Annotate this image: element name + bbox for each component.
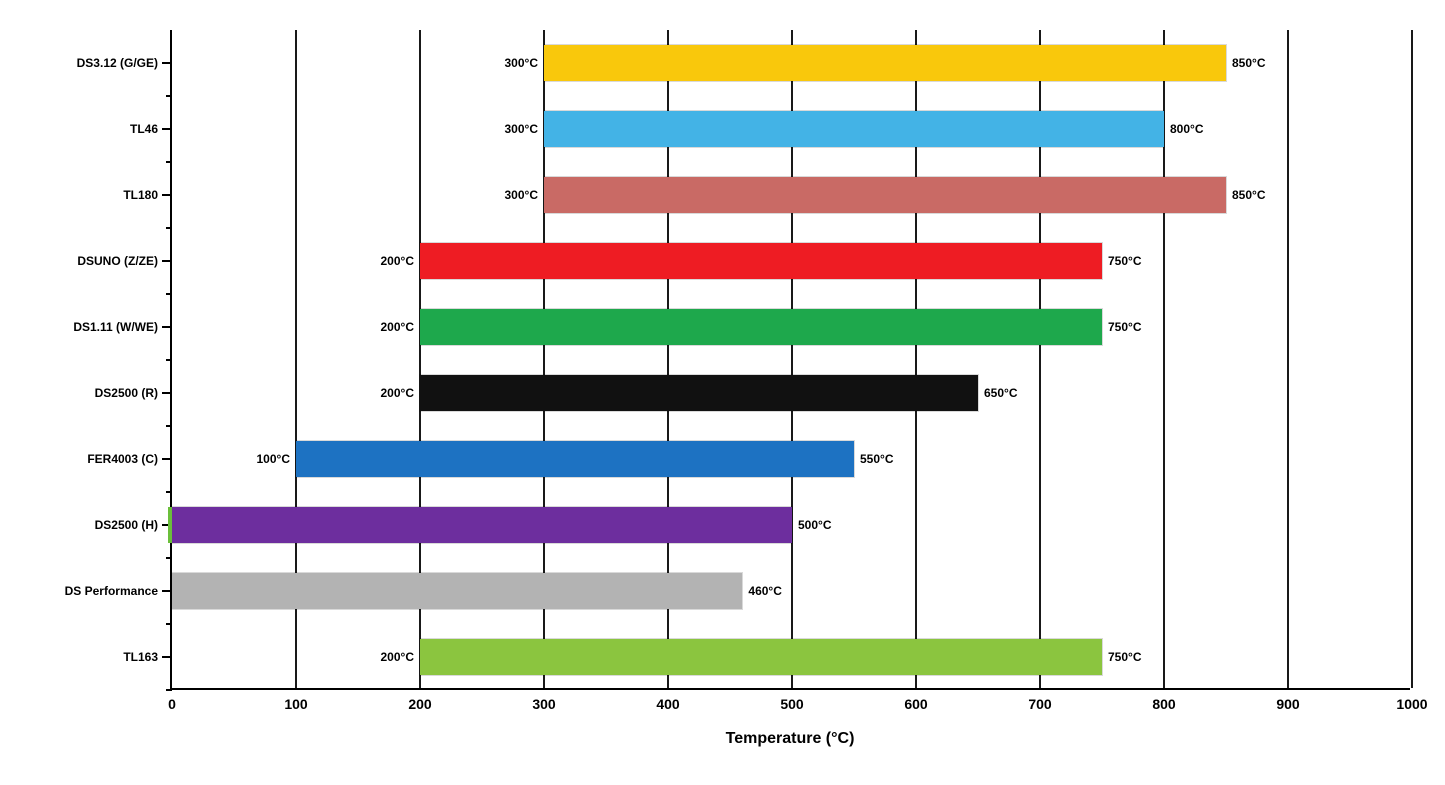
bar-end-value: 750°C xyxy=(1108,320,1142,334)
range-bar: 300°C850°C xyxy=(544,177,1226,213)
y-tick-major xyxy=(162,260,172,262)
y-category-label: DS1.11 (W/WE) xyxy=(73,320,158,334)
bar-end-value: 460°C xyxy=(748,584,782,598)
y-category-label: TL180 xyxy=(123,188,158,202)
bar-start-value: 300°C xyxy=(505,122,539,136)
x-tick-label: 1000 xyxy=(1396,696,1427,712)
bar-start-value: 200°C xyxy=(381,320,415,334)
bar-end-value: 800°C xyxy=(1170,122,1204,136)
y-tick-major xyxy=(162,656,172,658)
x-tick-label: 0 xyxy=(168,696,176,712)
gridline xyxy=(1411,30,1413,688)
y-tick-minor xyxy=(166,359,172,361)
y-tick-minor xyxy=(166,425,172,427)
y-category-label: DS Performance xyxy=(65,584,158,598)
range-bar: 500°C xyxy=(172,507,792,543)
x-tick-label: 800 xyxy=(1152,696,1175,712)
y-category-label: DS2500 (R) xyxy=(95,386,158,400)
x-tick-label: 600 xyxy=(904,696,927,712)
y-category-label: DSUNO (Z/ZE) xyxy=(77,254,158,268)
bar-end-value: 850°C xyxy=(1232,56,1266,70)
x-tick-label: 400 xyxy=(656,696,679,712)
y-tick-major xyxy=(162,62,172,64)
x-tick-label: 200 xyxy=(408,696,431,712)
y-tick-minor xyxy=(166,623,172,625)
y-tick-minor xyxy=(166,95,172,97)
y-tick-major xyxy=(162,326,172,328)
range-bar: 200°C750°C xyxy=(420,639,1102,675)
y-tick-major xyxy=(162,194,172,196)
bar-start-value: 300°C xyxy=(505,188,539,202)
y-tick-minor xyxy=(166,293,172,295)
plot-area: 01002003004005006007008009001000DS3.12 (… xyxy=(170,30,1410,690)
bar-start-value: 100°C xyxy=(257,452,291,466)
range-bar: 200°C650°C xyxy=(420,375,978,411)
range-bar: 460°C xyxy=(172,573,742,609)
y-category-label: TL46 xyxy=(130,122,158,136)
y-tick-major xyxy=(162,458,172,460)
bar-start-value: 200°C xyxy=(381,254,415,268)
bar-start-value: 200°C xyxy=(381,386,415,400)
temperature-range-chart: 0 100 200 300 400 500 600 700 800 900 1000 DS3.12 (… xyxy=(20,20,1425,765)
bar-end-value: 750°C xyxy=(1108,254,1142,268)
y-category-label: FER4003 (C) xyxy=(87,452,158,466)
y-tick-minor xyxy=(166,227,172,229)
range-bar: 300°C800°C xyxy=(544,111,1164,147)
x-tick-label: 300 xyxy=(532,696,555,712)
bar-end-value: 650°C xyxy=(984,386,1018,400)
y-category-label: DS3.12 (G/GE) xyxy=(77,56,158,70)
bar-end-value: 550°C xyxy=(860,452,894,466)
bar-edge-mark xyxy=(168,507,172,543)
range-bar: 200°C750°C xyxy=(420,309,1102,345)
x-tick-label: 900 xyxy=(1276,696,1299,712)
x-tick-label: 700 xyxy=(1028,696,1051,712)
range-bar: 100°C550°C xyxy=(296,441,854,477)
y-category-label: TL163 xyxy=(123,650,158,664)
y-tick-major xyxy=(162,590,172,592)
range-bar: 200°C750°C xyxy=(420,243,1102,279)
gridline xyxy=(1287,30,1289,688)
bar-start-value: 200°C xyxy=(381,650,415,664)
bar-start-value: 300°C xyxy=(505,56,539,70)
bar-end-value: 500°C xyxy=(798,518,832,532)
range-bar: 300°C850°C xyxy=(544,45,1226,81)
y-tick-major xyxy=(162,128,172,130)
y-tick-minor xyxy=(166,491,172,493)
bar-end-value: 750°C xyxy=(1108,650,1142,664)
x-axis-title: Temperature (°C) xyxy=(726,730,855,748)
x-tick-label: 100 xyxy=(284,696,307,712)
bar-end-value: 850°C xyxy=(1232,188,1266,202)
y-tick-minor xyxy=(166,161,172,163)
y-category-label: DS2500 (H) xyxy=(95,518,158,532)
y-tick-minor xyxy=(166,689,172,691)
y-tick-minor xyxy=(166,557,172,559)
x-tick-label: 500 xyxy=(780,696,803,712)
y-tick-major xyxy=(162,392,172,394)
